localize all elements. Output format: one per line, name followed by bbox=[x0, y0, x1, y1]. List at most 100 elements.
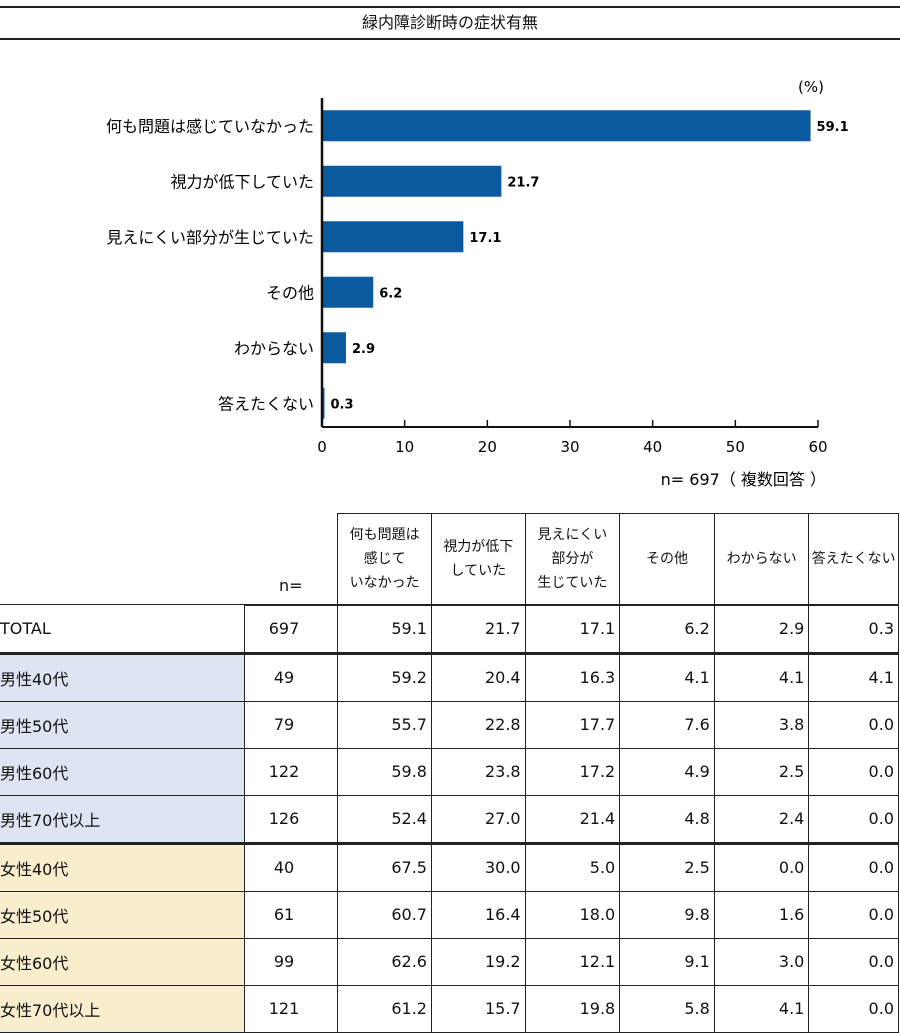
x-tick-label: 40 bbox=[643, 438, 662, 456]
table-cell: 21.4 bbox=[524, 794, 621, 844]
table-cell: 4.9 bbox=[619, 747, 715, 796]
table-cell: 4.1 bbox=[808, 651, 899, 702]
value-label: 17.1 bbox=[469, 231, 501, 246]
column-header: 視力が低下 していた bbox=[430, 513, 526, 606]
column-header: わからない bbox=[713, 513, 810, 606]
table-cell: 2.9 bbox=[713, 604, 810, 654]
table-cell: 7.6 bbox=[619, 700, 715, 749]
bars-group: 59.1 何も問題は感じていなかった 21.7 視力が低下していた 17.1 見えにくい部… bbox=[106, 110, 849, 419]
table-cell: 0.0 bbox=[808, 794, 899, 844]
row-label: TOTAL bbox=[0, 604, 245, 654]
row-n: 40 bbox=[243, 841, 339, 892]
table-cell: 67.5 bbox=[337, 841, 432, 892]
category-label: その他 bbox=[266, 283, 314, 302]
table-cell: 0.0 bbox=[808, 841, 899, 892]
row-label: 女性70代以上 bbox=[0, 984, 245, 1033]
table-cell: 4.1 bbox=[713, 651, 810, 702]
table-cell: 52.4 bbox=[337, 794, 432, 844]
crosstab-table: n= 何も問題は 感じて いなかった 視力が低下 していた 見えにくい 部分が 生じていた その… bbox=[0, 513, 899, 1033]
table-cell: 0.0 bbox=[808, 747, 899, 796]
sample-note: n= 697（ 複数回答 ） bbox=[661, 470, 826, 489]
value-label: 0.3 bbox=[330, 397, 353, 412]
table-row: 男性50代 79 55.7 22.8 17.7 7.6 3.8 0.0 bbox=[0, 700, 899, 749]
table-cell: 3.0 bbox=[713, 937, 810, 986]
category-label: 見えにくい部分が生じていた bbox=[106, 228, 314, 247]
x-tick-label: 10 bbox=[395, 438, 414, 456]
table-row: 女性70代以上 121 61.2 15.7 19.8 5.8 4.1 0.0 bbox=[0, 984, 899, 1033]
table-cell: 9.1 bbox=[619, 937, 715, 986]
table-cell: 22.8 bbox=[430, 700, 526, 749]
table-cell: 17.1 bbox=[524, 604, 621, 654]
table-cell: 1.6 bbox=[713, 890, 810, 939]
row-n: 121 bbox=[243, 984, 339, 1033]
row-label: 男性70代以上 bbox=[0, 794, 245, 844]
table-cell: 20.4 bbox=[430, 651, 526, 702]
table-cell: 55.7 bbox=[337, 700, 432, 749]
column-header: 見えにくい 部分が 生じていた bbox=[524, 513, 621, 606]
bar bbox=[322, 276, 374, 308]
value-label: 59.1 bbox=[817, 120, 849, 135]
table-corner bbox=[0, 514, 244, 605]
table-cell: 12.1 bbox=[524, 937, 621, 986]
bar bbox=[322, 165, 502, 197]
table-cell: 4.1 bbox=[619, 651, 715, 702]
table-cell: 59.8 bbox=[337, 747, 432, 796]
x-axis: 0 10 20 30 40 50 60 bbox=[317, 98, 828, 456]
table-cell: 5.8 bbox=[619, 984, 715, 1033]
row-n: 49 bbox=[243, 651, 339, 702]
table-cell: 2.4 bbox=[713, 794, 810, 844]
category-label: 答えたくない bbox=[218, 394, 314, 413]
row-label: 男性40代 bbox=[0, 651, 245, 702]
table-cell: 62.6 bbox=[337, 937, 432, 986]
category-label: わからない bbox=[234, 339, 314, 358]
table-cell: 60.7 bbox=[337, 890, 432, 939]
row-n: 697 bbox=[243, 604, 339, 654]
bar bbox=[322, 332, 346, 364]
row-label: 女性40代 bbox=[0, 841, 245, 892]
table-cell: 9.8 bbox=[619, 890, 715, 939]
row-label: 女性60代 bbox=[0, 937, 245, 986]
chart-title: 緑内障診断時の症状有無 bbox=[0, 6, 900, 40]
value-label: 21.7 bbox=[507, 175, 539, 190]
table-cell: 4.8 bbox=[619, 794, 715, 844]
table-cell: 16.4 bbox=[430, 890, 526, 939]
category-label: 何も問題は感じていなかった bbox=[106, 117, 314, 136]
table-cell: 15.7 bbox=[430, 984, 526, 1033]
table-cell: 4.1 bbox=[713, 984, 810, 1033]
table-row: 女性40代 40 67.5 30.0 5.0 2.5 0.0 0.0 bbox=[0, 841, 899, 892]
table-cell: 59.1 bbox=[337, 604, 432, 654]
table-cell: 0.0 bbox=[808, 984, 899, 1033]
value-label: 2.9 bbox=[352, 342, 375, 357]
table-cell: 30.0 bbox=[430, 841, 526, 892]
table-row: 男性40代 49 59.2 20.4 16.3 4.1 4.1 4.1 bbox=[0, 651, 899, 702]
table-cell: 2.5 bbox=[619, 841, 715, 892]
table-cell: 0.3 bbox=[808, 604, 899, 654]
table-cell: 2.5 bbox=[713, 747, 810, 796]
value-label: 6.2 bbox=[379, 286, 402, 301]
table-cell: 18.0 bbox=[524, 890, 621, 939]
x-tick-label: 60 bbox=[808, 438, 827, 456]
table-cell: 5.0 bbox=[524, 841, 621, 892]
x-tick-label: 0 bbox=[317, 438, 327, 456]
table-cell: 0.0 bbox=[713, 841, 810, 892]
bar bbox=[322, 110, 811, 142]
x-tick-label: 30 bbox=[560, 438, 579, 456]
unit-label: (%) bbox=[798, 78, 824, 96]
x-tick-label: 20 bbox=[478, 438, 497, 456]
table-cell: 0.0 bbox=[808, 890, 899, 939]
table-cell: 59.2 bbox=[337, 651, 432, 702]
table-cell: 27.0 bbox=[430, 794, 526, 844]
row-n: 126 bbox=[243, 794, 339, 844]
category-label: 視力が低下していた bbox=[170, 172, 314, 191]
table-cell: 21.7 bbox=[430, 604, 526, 654]
table-row: TOTAL 697 59.1 21.7 17.1 6.2 2.9 0.3 bbox=[0, 604, 899, 654]
table-cell: 0.0 bbox=[808, 937, 899, 986]
table-cell: 17.2 bbox=[524, 747, 621, 796]
table-cell: 23.8 bbox=[430, 747, 526, 796]
table-row: 男性70代以上 126 52.4 27.0 21.4 4.8 2.4 0.0 bbox=[0, 794, 899, 844]
row-n: 61 bbox=[243, 890, 339, 939]
table-cell: 19.2 bbox=[430, 937, 526, 986]
row-label: 男性50代 bbox=[0, 700, 245, 749]
column-header: その他 bbox=[619, 513, 715, 606]
table-cell: 3.8 bbox=[713, 700, 810, 749]
